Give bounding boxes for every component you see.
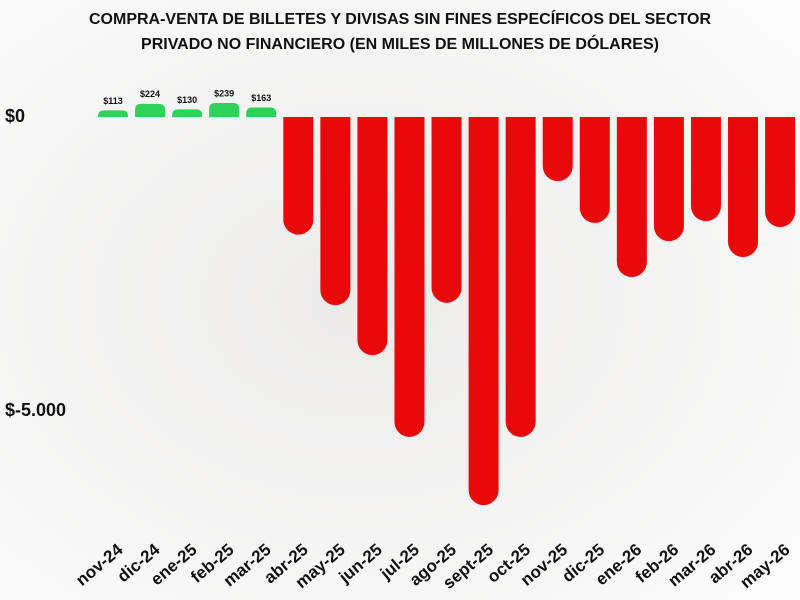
bar xyxy=(579,117,610,223)
bar xyxy=(209,102,240,118)
chart-title: COMPRA-VENTA DE BILLETES Y DIVISAS SIN F… xyxy=(89,9,711,28)
bar xyxy=(616,117,647,277)
bar xyxy=(765,117,796,227)
bar xyxy=(357,117,388,356)
bar xyxy=(653,117,684,242)
bar xyxy=(135,103,166,118)
bar xyxy=(468,117,499,506)
value-label: $113 xyxy=(103,96,123,106)
bar xyxy=(98,110,128,118)
value-label: $130 xyxy=(177,95,197,105)
bar xyxy=(728,117,759,257)
value-label: $224 xyxy=(140,89,160,99)
bar xyxy=(283,117,314,235)
bar xyxy=(431,117,462,303)
bar xyxy=(690,117,721,222)
value-label: $239 xyxy=(214,88,234,98)
bar xyxy=(246,107,277,118)
bar xyxy=(394,117,425,437)
y-tick-label: $0 xyxy=(5,106,25,126)
y-tick-label: $-5.000 xyxy=(5,400,66,420)
bar xyxy=(320,117,351,306)
bar xyxy=(542,117,573,182)
bar xyxy=(505,117,536,437)
bar xyxy=(172,109,203,118)
chart-title: PRIVADO NO FINANCIERO (EN MILES DE MILLO… xyxy=(141,34,659,53)
value-label: $163 xyxy=(251,93,271,103)
